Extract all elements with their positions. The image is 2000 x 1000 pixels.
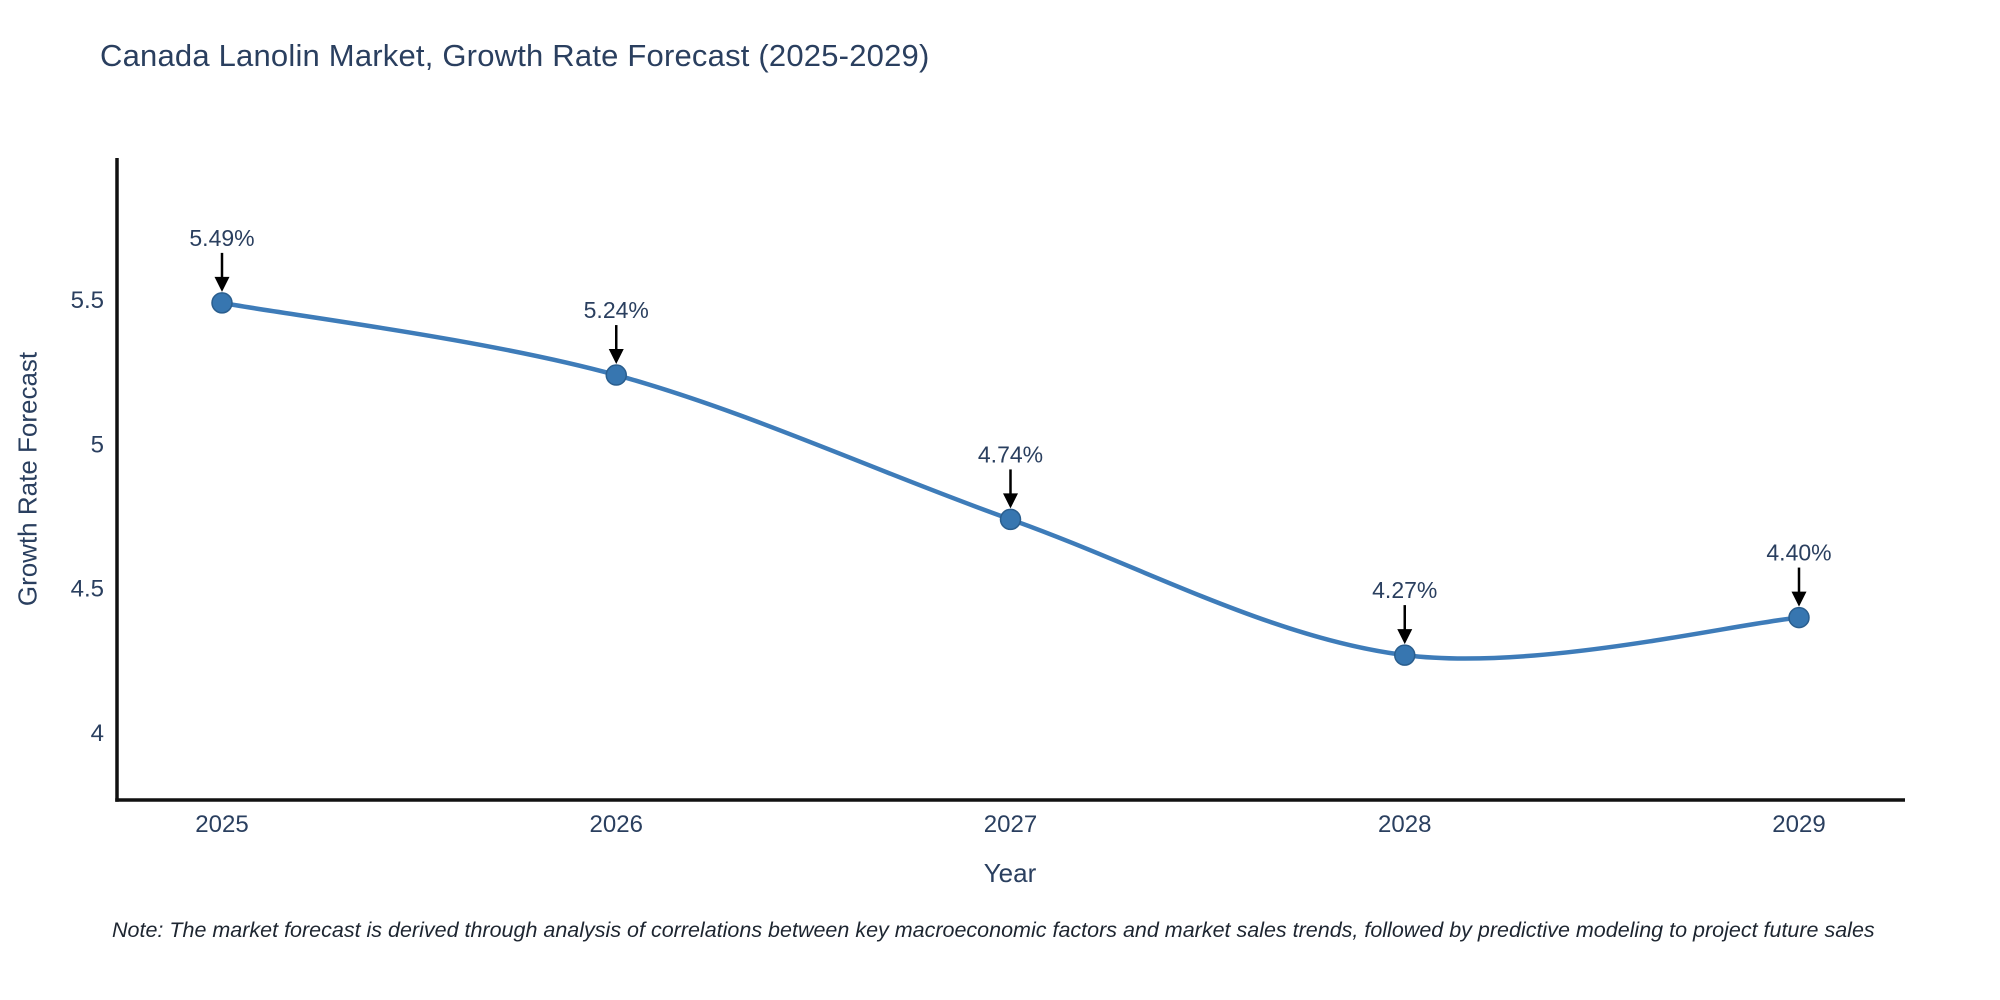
- x-tick-label: 2028: [1378, 811, 1431, 838]
- x-tick-label: 2025: [195, 811, 248, 838]
- chart-title: Canada Lanolin Market, Growth Rate Forec…: [100, 38, 930, 73]
- data-point-label: 4.74%: [978, 441, 1043, 467]
- data-point-marker[interactable]: [605, 364, 627, 386]
- annotation-arrow-head: [214, 276, 230, 292]
- data-point-label: 5.49%: [189, 225, 254, 251]
- data-point-label: 4.27%: [1372, 577, 1437, 603]
- y-tick-label: 4.5: [71, 576, 104, 603]
- annotation-arrow-head: [1003, 493, 1018, 509]
- annotation-arrow-head: [608, 349, 624, 365]
- y-tick-label: 4: [91, 720, 104, 747]
- data-point-marker[interactable]: [1788, 606, 1810, 629]
- data-point-marker[interactable]: [1394, 644, 1416, 666]
- data-point-label: 4.40%: [1766, 540, 1831, 566]
- x-tick-label: 2029: [1772, 811, 1825, 838]
- y-axis-title: Growth Rate Forecast: [12, 351, 43, 607]
- x-axis-title: Year: [983, 858, 1037, 888]
- annotation-arrow-head: [1397, 629, 1413, 645]
- annotation-arrow-head: [1791, 591, 1807, 607]
- data-point-label: 5.24%: [584, 297, 649, 323]
- data-point-marker[interactable]: [999, 508, 1022, 531]
- data-point-marker[interactable]: [211, 292, 233, 314]
- y-tick-label: 5.5: [71, 287, 104, 314]
- x-tick-label: 2026: [590, 811, 643, 838]
- footnote: Note: The market forecast is derived thr…: [112, 918, 1875, 942]
- y-tick-label: 5: [91, 431, 104, 458]
- x-tick-label: 2027: [984, 811, 1037, 838]
